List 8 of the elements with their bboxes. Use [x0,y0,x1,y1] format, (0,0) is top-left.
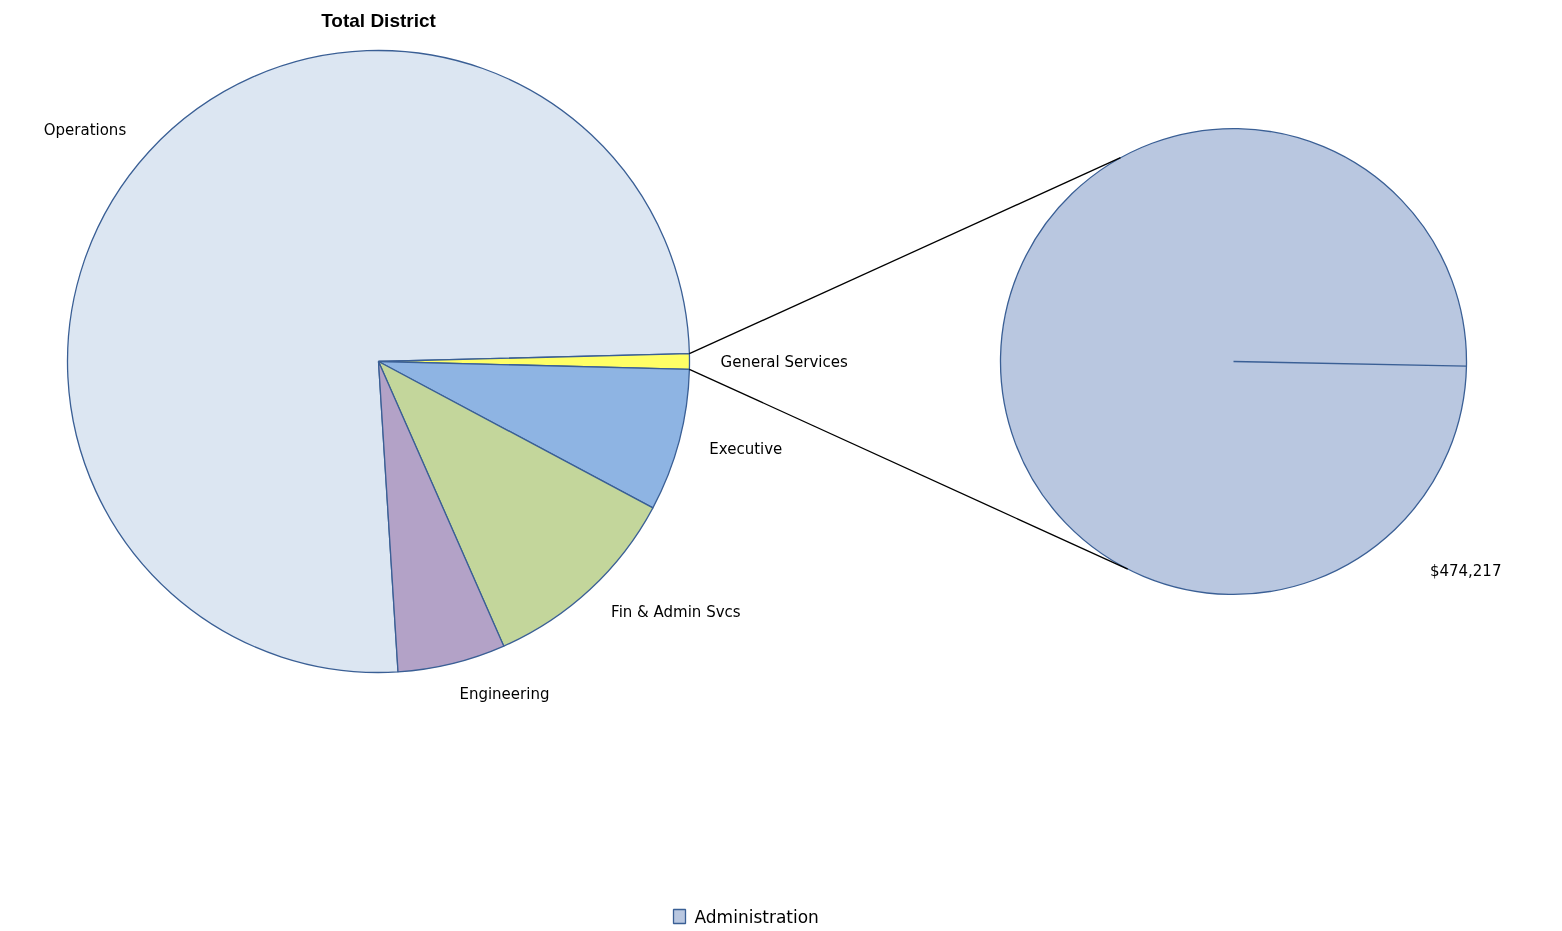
slice-label: Executive [709,439,783,458]
chart-title: Total District [321,10,437,31]
slice-label: General Services [720,352,848,371]
legend-label: Administration [694,906,819,927]
slice-label: Fin & Admin Svcs [611,603,741,622]
slice-label: Engineering [459,684,550,703]
slice-label: Operations [43,121,127,140]
data-label: $474,217 [1429,562,1502,581]
